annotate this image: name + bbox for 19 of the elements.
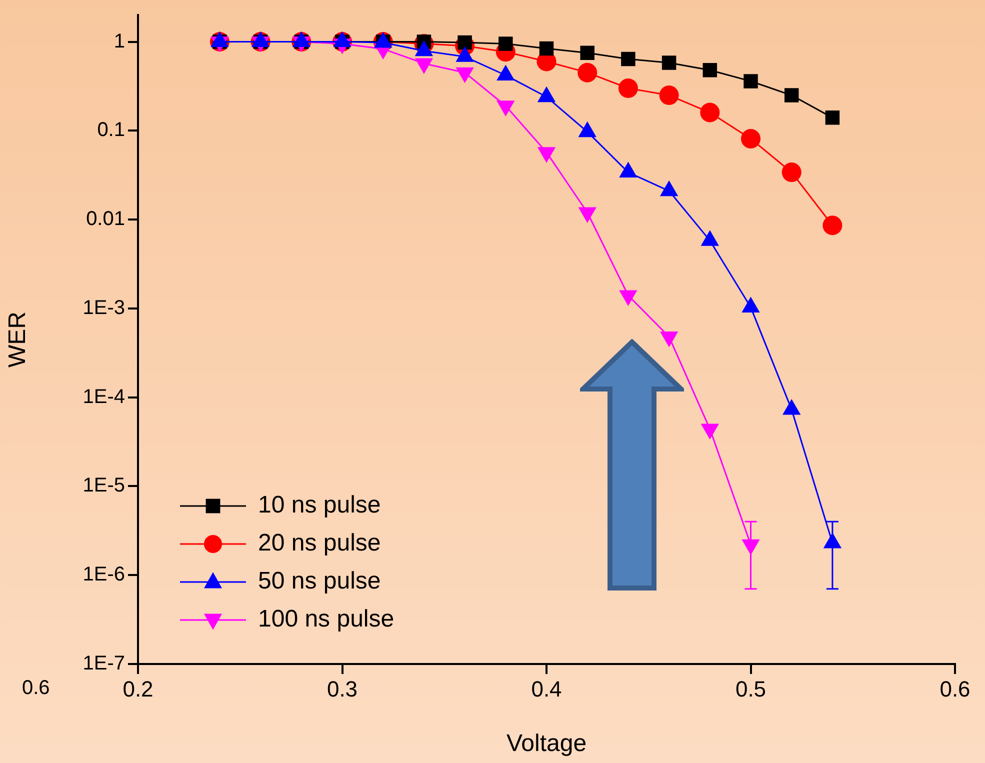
x-tick-label: 0.5: [735, 676, 766, 702]
x-tick-label: 0.2: [122, 676, 154, 702]
y-tick-label: 1E-5: [82, 474, 125, 497]
x-tick-label: 0.6: [940, 676, 970, 702]
y-tick-label: 0.01: [86, 208, 125, 230]
legend-label: 20 ns pulse: [258, 530, 381, 557]
y-tick-label: 1E-3: [82, 296, 125, 319]
y-tick-label: 0.1: [97, 119, 125, 142]
y-tick-label: 1E-7: [82, 652, 125, 675]
y-tick-label: 1: [114, 30, 125, 52]
y-tick-label: 1E-6: [82, 564, 125, 586]
y-axis-title: WER: [4, 312, 32, 368]
x-tick-label: 0.4: [531, 676, 562, 702]
x-tick-label: 0.3: [326, 676, 358, 702]
y-tick-label: 1E-4: [82, 386, 125, 408]
legend-label: 100 ns pulse: [258, 606, 394, 633]
legend-label: 10 ns pulse: [258, 492, 381, 519]
legend-label: 50 ns pulse: [258, 568, 381, 595]
x-axis-title: Voltage: [506, 730, 587, 758]
